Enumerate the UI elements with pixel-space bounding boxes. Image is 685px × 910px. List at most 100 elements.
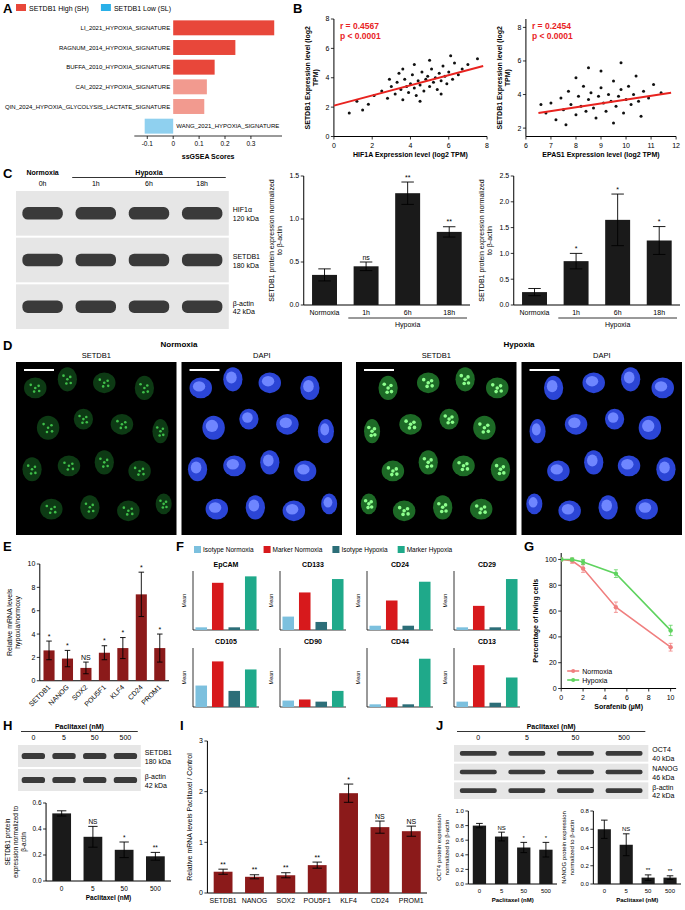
speckle [67, 468, 70, 471]
legend-label: Marker Hypoxia [407, 546, 453, 554]
category-label: 0 [603, 888, 607, 894]
row-label: β-actin [233, 300, 254, 308]
speckle [130, 507, 133, 510]
nucleus-core [608, 412, 619, 422]
point [554, 118, 557, 121]
band [83, 777, 106, 783]
tick-label: 1.5 [290, 172, 300, 179]
nucleus [417, 372, 439, 393]
y-tick [511, 201, 514, 202]
point [390, 85, 393, 88]
tick-label: 2 [199, 788, 203, 795]
nucleus-core [655, 381, 667, 391]
axis-title: Mean [268, 671, 274, 685]
bar-chart: 0246810Relative mRNA levelshypoxia/normo… [6, 560, 169, 707]
speckle [46, 505, 49, 508]
speckle [142, 473, 145, 476]
point [413, 63, 416, 66]
point [367, 103, 370, 106]
x-tick [583, 689, 584, 692]
point [438, 72, 441, 75]
plot-area [369, 659, 430, 707]
bar-chart: 0.00.20.40.60.8NANOG protein expressionn… [561, 808, 681, 903]
y-tick [511, 227, 514, 228]
nucleus [656, 457, 675, 481]
x-tick [626, 137, 627, 140]
x-tick [670, 689, 671, 692]
point [407, 91, 410, 94]
axis-title: SETDB1 Expression level (log2TPM) [304, 26, 321, 130]
error-bar [151, 852, 160, 860]
y-tick [331, 107, 334, 108]
bar [332, 691, 344, 707]
bar-chart: 0.00.51.01.5SETDB1 protein expression no… [268, 172, 470, 329]
point [630, 103, 633, 106]
speckle [441, 506, 445, 510]
speckle [425, 465, 429, 469]
nucleus-core [206, 420, 218, 432]
speckle [85, 421, 88, 424]
category-label: 5 [91, 885, 95, 892]
x-tick [448, 137, 449, 140]
y-tick [37, 564, 40, 565]
speckle [138, 470, 141, 473]
tick-label: 6 [625, 694, 629, 701]
point [397, 72, 400, 75]
nucleus-core [263, 454, 274, 466]
facet-title: CD90 [304, 638, 322, 645]
nucleus [202, 416, 224, 440]
bar [282, 617, 294, 630]
tick-label: 1.0 [500, 250, 510, 257]
label-line: SETDB1 protein expression normalized [268, 179, 276, 302]
category-label: 50 [645, 888, 652, 894]
speckle [499, 384, 503, 388]
speckle [121, 423, 124, 426]
axis-title: SETDB1 Expression level (log2TPM) [496, 26, 513, 130]
nucleus-core [193, 381, 205, 391]
band [606, 788, 643, 793]
tick-label: 8 [326, 15, 330, 22]
channel-label: DAPI [593, 351, 611, 360]
point [564, 123, 567, 126]
marker [581, 566, 585, 570]
group-line [21, 731, 138, 732]
annotation: r = 0.4567 [340, 21, 379, 31]
nucleus [491, 457, 510, 481]
nucleus [639, 416, 661, 440]
nucleus [473, 416, 495, 440]
point [637, 100, 640, 103]
category-label: CAI_2022_HYPOXIA_SIGNATURE [76, 84, 171, 90]
label-line: β-actin [20, 832, 28, 852]
legend-label: Isotype Normoxia [203, 546, 254, 554]
nucleus-core [286, 504, 298, 514]
error-bar [119, 842, 128, 858]
speckle [142, 391, 145, 394]
band [606, 751, 643, 756]
band [83, 753, 106, 759]
axis-title: Mean [181, 671, 187, 685]
speckle [367, 502, 371, 506]
significance: * [575, 245, 578, 252]
nucleus-core [532, 423, 541, 435]
y-axis [207, 741, 208, 893]
band [22, 753, 45, 759]
x-tick [487, 137, 488, 140]
nucleus [439, 409, 458, 430]
speckle [131, 513, 134, 516]
nucleus [80, 495, 99, 519]
legend-swatch [264, 546, 271, 553]
bar [145, 119, 173, 134]
y-axis [46, 803, 47, 881]
axis-title: NANOG protein expressionnormalized to β-… [561, 811, 575, 884]
y-tick [523, 60, 526, 61]
speckle [426, 381, 430, 385]
significance: * [616, 186, 619, 193]
speckle [27, 464, 30, 467]
nucleus-core [226, 371, 237, 383]
row-label: HIF1α [233, 206, 252, 213]
speckle [143, 387, 146, 390]
label-line: Percentage of living cells [532, 579, 540, 663]
bar [315, 702, 327, 707]
tick-label: 9 [599, 142, 603, 149]
speckle [462, 382, 466, 386]
